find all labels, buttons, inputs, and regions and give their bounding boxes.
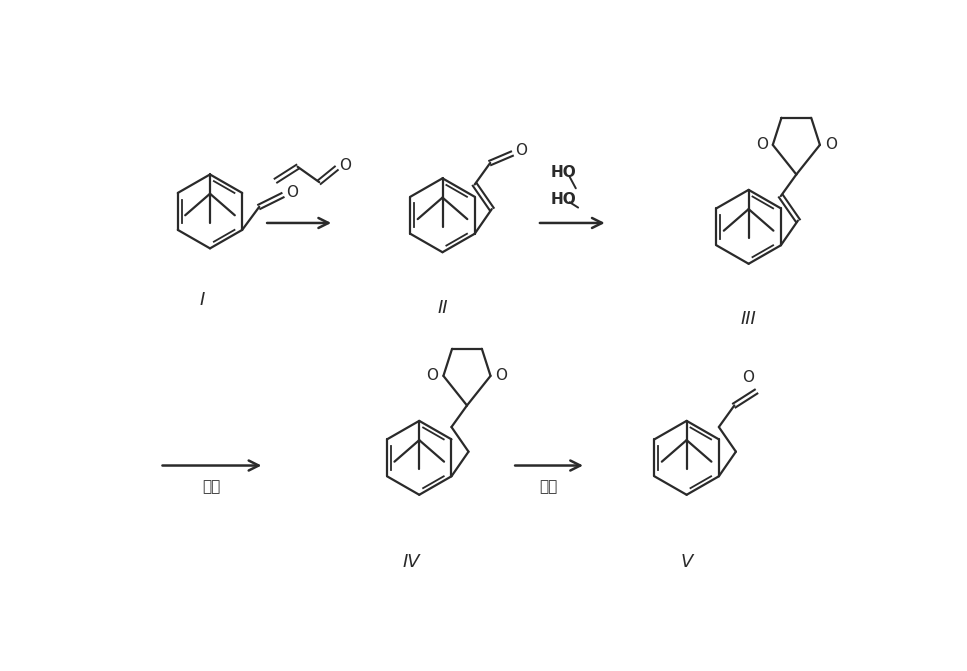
Text: O: O xyxy=(495,368,508,383)
Text: O: O xyxy=(339,158,352,172)
Text: HO: HO xyxy=(550,193,576,207)
Text: O: O xyxy=(426,368,439,383)
Text: III: III xyxy=(741,310,756,328)
Text: 还原: 还原 xyxy=(202,480,220,495)
Text: I: I xyxy=(199,291,205,309)
Text: O: O xyxy=(515,143,527,158)
Text: O: O xyxy=(756,138,768,152)
Text: V: V xyxy=(681,553,692,571)
Text: II: II xyxy=(437,299,448,317)
Text: O: O xyxy=(825,138,836,152)
Text: O: O xyxy=(286,185,298,200)
Text: IV: IV xyxy=(402,553,421,571)
Text: 水解: 水解 xyxy=(540,480,558,495)
Text: O: O xyxy=(743,370,754,385)
Text: HO: HO xyxy=(550,166,576,180)
